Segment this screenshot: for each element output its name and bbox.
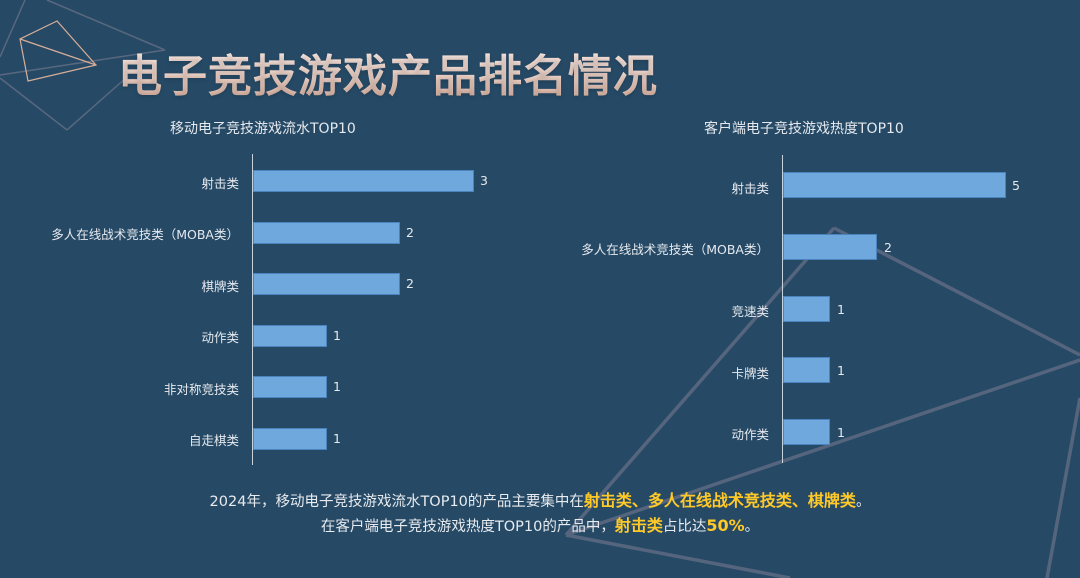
bar (783, 357, 830, 383)
bar (253, 222, 400, 244)
y-axis (782, 155, 783, 463)
summary-highlight: 射击类 (614, 516, 663, 535)
bar (253, 428, 327, 450)
bar (783, 296, 830, 322)
summary-text: 占比达 (662, 519, 707, 535)
category-label: 棋牌类 (201, 279, 239, 294)
summary-text: 在客户端电子竞技游戏热度TOP10的产品中， (320, 519, 615, 535)
summary-text: 。 (744, 519, 760, 535)
y-axis (252, 154, 253, 465)
value-label: 1 (333, 431, 341, 446)
category-label: 非对称竞技类 (163, 382, 239, 397)
summary-highlight-percent: 50% (706, 516, 745, 535)
summary-highlight: 射击类、多人在线战术竞技类、棋牌类 (583, 491, 856, 510)
chart-title: 客户端电子竞技游戏热度TOP10 (704, 121, 904, 137)
value-label: 3 (480, 173, 488, 188)
summary-text: 2024年，移动电子竞技游戏流水TOP10的产品主要集中在 (209, 494, 584, 510)
summary-line-2: 在客户端电子竞技游戏热度TOP10的产品中，射击类占比达50%。 (0, 512, 1080, 536)
bar (253, 376, 327, 398)
value-label: 1 (333, 379, 341, 394)
bar (253, 273, 400, 295)
value-label: 2 (406, 225, 414, 240)
value-label: 2 (406, 276, 414, 291)
value-label: 1 (333, 328, 341, 343)
category-label: 卡牌类 (731, 366, 769, 381)
page-title: 电子竞技游戏产品排名情况 (118, 40, 658, 104)
category-label: 多人在线战术竞技类（MOBA类） (581, 242, 769, 257)
category-label: 多人在线战术竞技类（MOBA类） (51, 227, 239, 242)
value-label: 5 (1012, 178, 1020, 193)
chart-title: 移动电子竞技游戏流水TOP10 (170, 121, 356, 137)
category-label: 射击类 (731, 181, 769, 196)
bar (253, 325, 327, 347)
category-label: 竞速类 (731, 304, 769, 319)
value-label: 1 (837, 363, 845, 378)
category-label: 动作类 (201, 330, 239, 345)
category-label: 动作类 (731, 427, 769, 442)
bar (783, 234, 877, 260)
value-label: 1 (837, 425, 845, 440)
value-label: 2 (884, 240, 892, 255)
value-label: 1 (837, 302, 845, 317)
bar (783, 419, 830, 445)
bar (253, 170, 474, 192)
summary-line-1: 2024年，移动电子竞技游戏流水TOP10的产品主要集中在射击类、多人在线战术竞… (0, 487, 1080, 511)
category-label: 自走棋类 (188, 433, 239, 448)
summary-text: 。 (855, 494, 871, 510)
category-label: 射击类 (201, 176, 239, 191)
bar (783, 172, 1006, 198)
